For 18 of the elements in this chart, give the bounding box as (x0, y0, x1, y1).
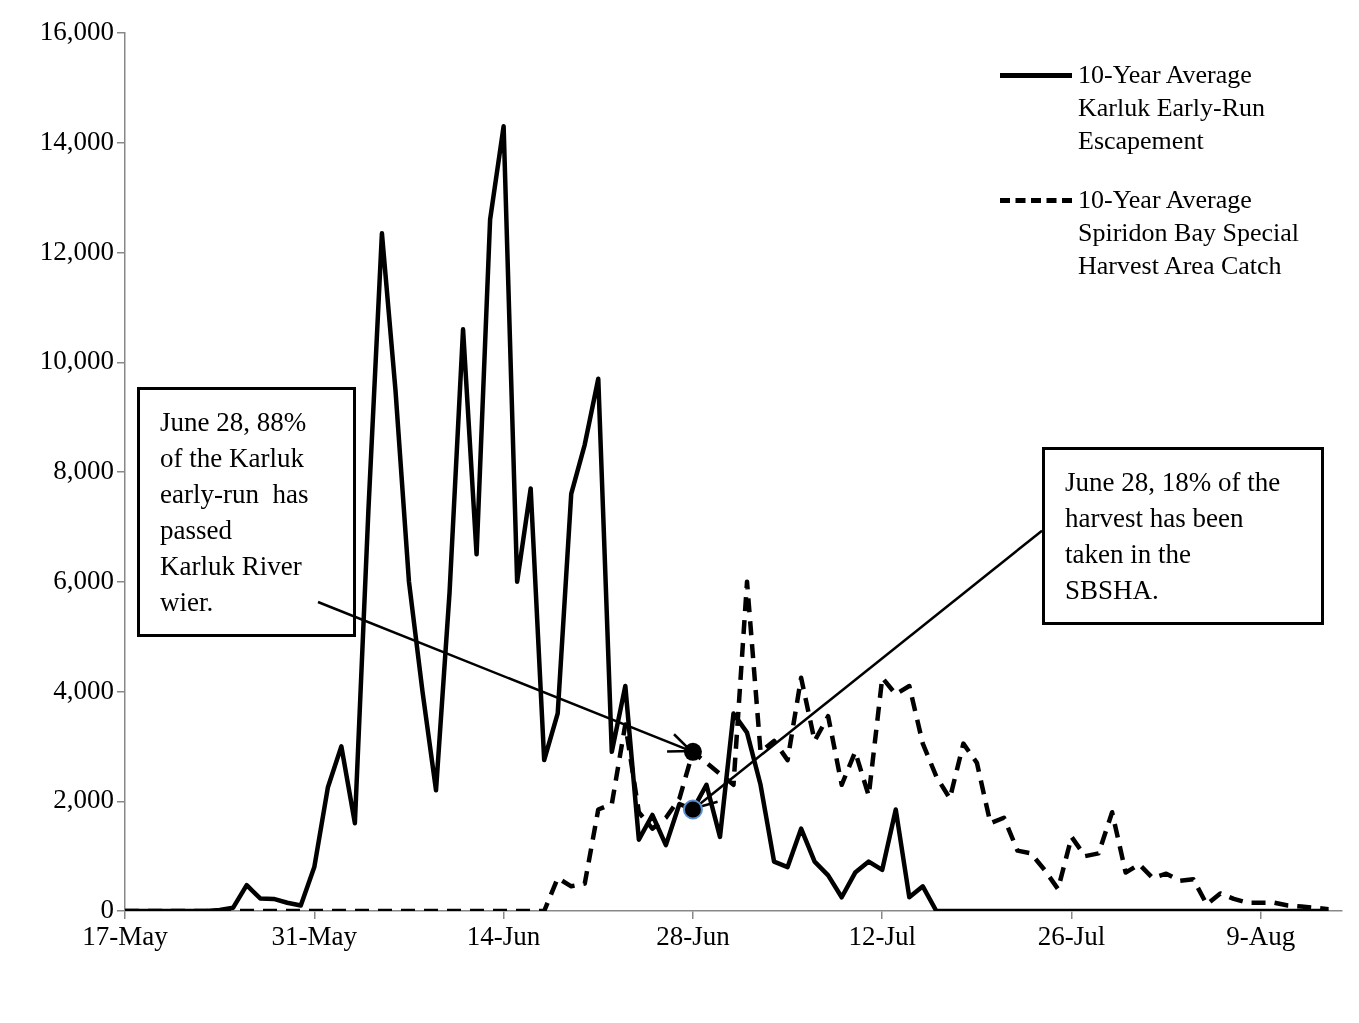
y-tick-label: 2,000 (53, 784, 114, 815)
x-tick-label: 31-May (271, 921, 358, 952)
callout-box: June 28, 18% of the harvest has been taken in the SBSHA. (1042, 447, 1324, 625)
x-tick-label: 28-Jun (656, 921, 731, 952)
x-tick-label: 26-Jul (1037, 921, 1106, 952)
callout-box: June 28, 88% of the Karluk early-run has passed Karluk River wier. (137, 387, 356, 637)
legend-label: 10-Year Average Spiridon Bay Special Harvest Area Catch (1078, 184, 1300, 282)
y-tick-label: 4,000 (53, 674, 114, 705)
x-tick-label: 14-Jun (466, 921, 541, 952)
y-tick-label: 6,000 (53, 564, 114, 595)
legend-label: 10-Year Average Karluk Early-Run Escapement (1078, 59, 1266, 157)
y-tick-label: 8,000 (53, 455, 114, 486)
y-tick-label: 10,000 (39, 345, 114, 376)
y-tick-label: 14,000 (39, 125, 114, 156)
y-tick-label: 16,000 (39, 16, 114, 47)
y-tick-label: 12,000 (39, 235, 114, 266)
x-tick-label: 12-Jul (848, 921, 916, 952)
x-tick-label: 9-Aug (1226, 921, 1296, 952)
